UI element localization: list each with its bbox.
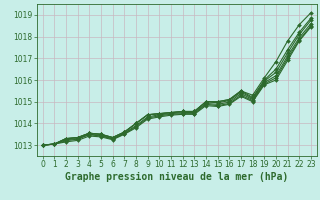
X-axis label: Graphe pression niveau de la mer (hPa): Graphe pression niveau de la mer (hPa) — [65, 172, 288, 182]
